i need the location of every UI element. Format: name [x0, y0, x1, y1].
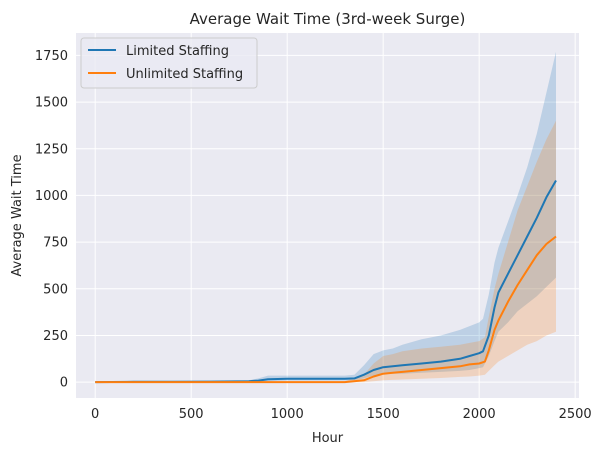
y-tick-label: 1000 — [35, 189, 68, 204]
y-tick-label: 500 — [43, 282, 68, 297]
series-line-limited — [95, 180, 557, 384]
x-tick-label: 1500 — [367, 407, 400, 422]
y-tick-label: 250 — [43, 329, 68, 344]
y-tick-label: 750 — [43, 236, 68, 251]
y-axis-label: Average Wait Time — [10, 154, 25, 276]
legend-label-limited: Limited Staffing — [126, 44, 229, 59]
chart-title: Average Wait Time (3rd-week Surge) — [190, 10, 466, 28]
plot-background — [76, 33, 579, 398]
y-tick-label: 0 — [60, 376, 68, 391]
x-tick-label: 2000 — [463, 407, 496, 422]
x-tick-label: 500 — [179, 407, 204, 422]
x-tick-label: 2500 — [559, 407, 592, 422]
legend: Limited Staffing Unlimited Staffing — [80, 37, 258, 89]
grid-lines — [76, 33, 579, 398]
y-tick-label: 1250 — [35, 142, 68, 157]
x-tick-label: 0 — [91, 407, 99, 422]
legend-label-unlimited: Unlimited Staffing — [126, 67, 243, 82]
y-axis-ticks: 0 250 500 750 1000 1250 1500 1750 — [35, 49, 68, 391]
legend-box — [80, 37, 258, 89]
series-lines — [95, 180, 557, 384]
x-axis-label: Hour — [312, 431, 344, 446]
series-line-unlimited — [95, 235, 557, 384]
y-tick-label: 1750 — [35, 49, 68, 64]
x-axis-ticks: 0 500 1000 1500 2000 2500 — [91, 407, 592, 422]
y-tick-label: 1500 — [35, 96, 68, 111]
x-tick-label: 1000 — [271, 407, 304, 422]
